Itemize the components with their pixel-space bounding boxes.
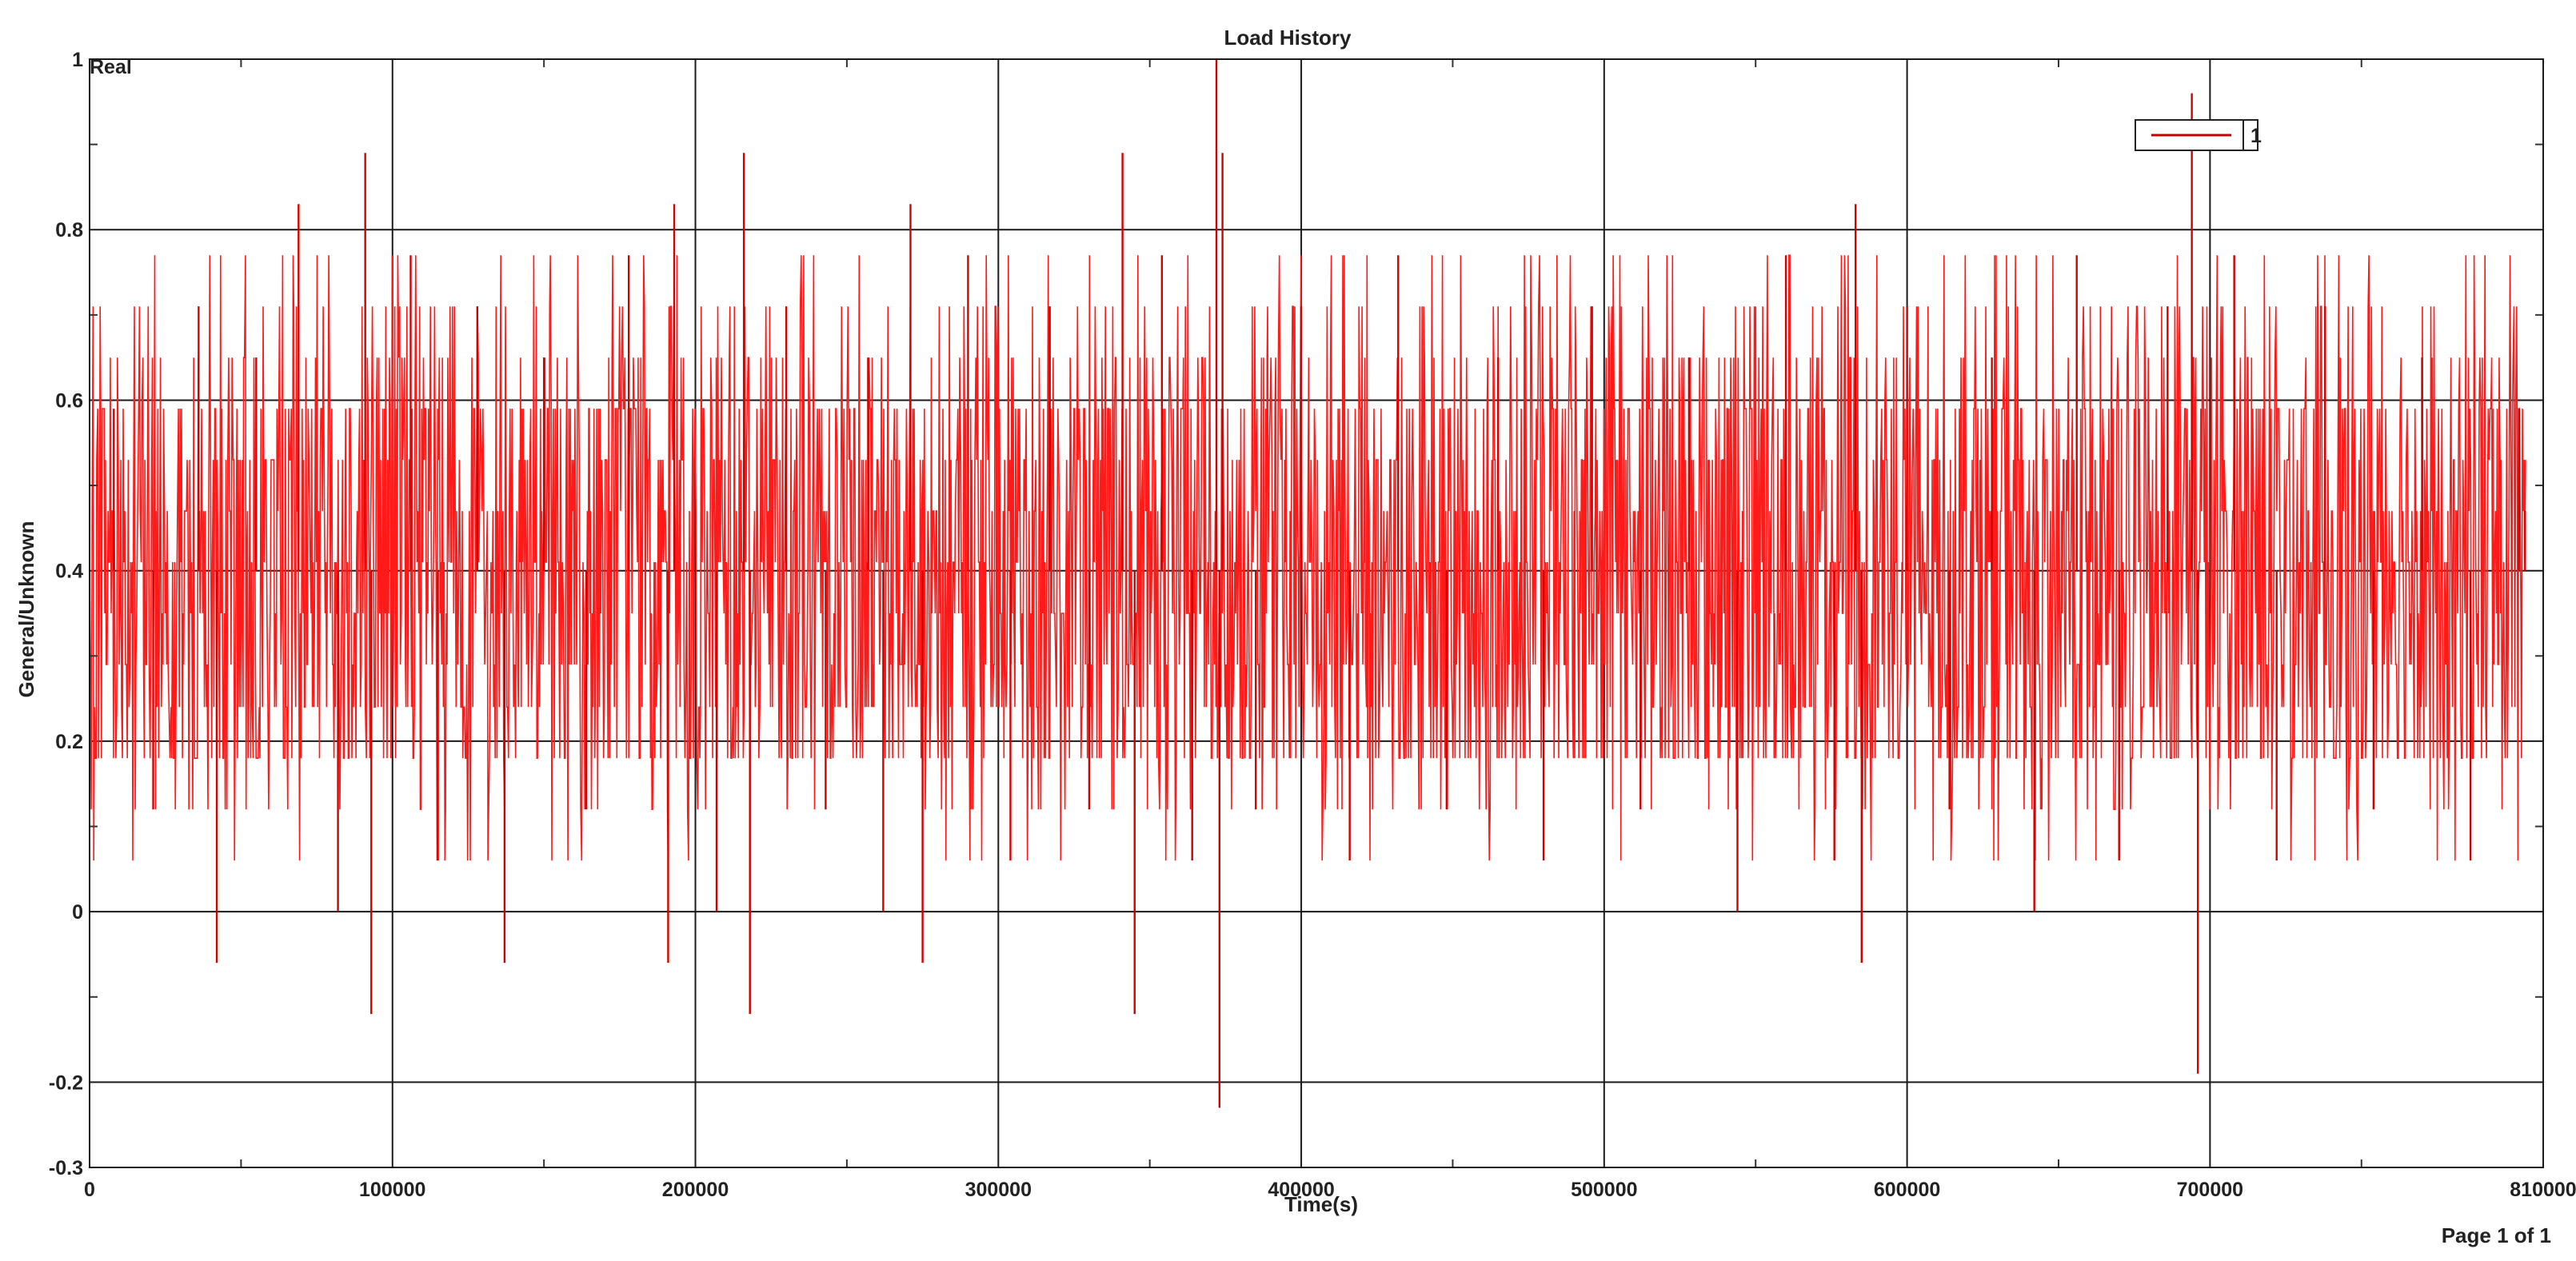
plot-frame xyxy=(89,58,2544,1168)
y-tick-label: -0.3 xyxy=(49,1157,83,1179)
plot-border xyxy=(89,58,2544,1168)
chart-title: Load History xyxy=(1224,26,1352,50)
y-tick-label: 0.4 xyxy=(55,561,83,583)
y-tick-label: 0.2 xyxy=(55,731,83,753)
x-tick-label: 810000 xyxy=(2510,1179,2576,1201)
y-axis-label: General/Unknown xyxy=(14,521,38,697)
x-tick-label: 0 xyxy=(84,1179,95,1201)
x-tick-label: 700000 xyxy=(2177,1179,2243,1201)
x-tick-label: 200000 xyxy=(662,1179,729,1201)
legend: 1 xyxy=(2135,119,2262,151)
tick-labels: -0.3 -0.2 0 0.2 0.4 0.6 0.8 1 0 100000 200000 30000… xyxy=(49,49,2576,1201)
x-tick-label: 600000 xyxy=(1874,1179,1940,1201)
y-tick-label: 1 xyxy=(72,49,83,71)
series-noise-fill xyxy=(90,254,2526,861)
series-layer xyxy=(90,59,2526,1108)
x-tick-label: 400000 xyxy=(1268,1179,1334,1201)
corner-label: Real xyxy=(90,56,132,78)
y-tick-label: -0.2 xyxy=(49,1071,83,1094)
y-tick-label: 0.8 xyxy=(55,219,83,241)
x-axis-label: Time(s) xyxy=(1284,1192,1358,1216)
x-tick-label: 100000 xyxy=(359,1179,425,1201)
legend-entry: 1 xyxy=(2251,125,2262,147)
page-indicator: Page 1 of 1 xyxy=(2442,1223,2551,1247)
x-tick-label: 500000 xyxy=(1571,1179,1637,1201)
y-tick-label: 0.6 xyxy=(55,389,83,412)
y-tick-label: 0 xyxy=(72,901,83,924)
x-tick-label: 300000 xyxy=(965,1179,1032,1201)
